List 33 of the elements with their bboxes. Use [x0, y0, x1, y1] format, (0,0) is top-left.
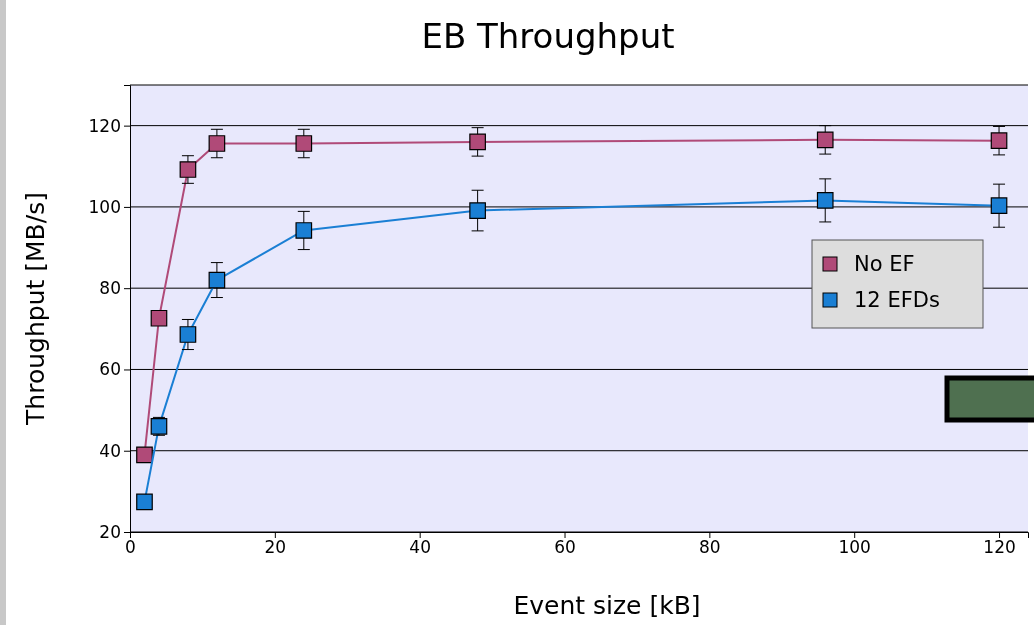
legend-label: 12 EFDs — [854, 288, 940, 312]
point — [136, 493, 153, 511]
point — [150, 309, 168, 327]
y-tick-label: 20 — [99, 521, 121, 542]
point — [295, 135, 313, 152]
y-tick-label: 80 — [99, 278, 121, 299]
point — [816, 131, 834, 149]
point — [136, 446, 153, 464]
point — [208, 271, 226, 289]
x-tick-label: 40 — [409, 537, 431, 558]
point — [990, 132, 1008, 150]
point — [990, 197, 1008, 215]
y-axis-title: Throughput [MB/s] — [21, 192, 50, 426]
x-tick-label: 80 — [699, 537, 721, 558]
point — [179, 161, 197, 178]
x-tick-label: 0 — [125, 537, 136, 558]
y-tick-label: 60 — [99, 359, 121, 380]
y-tick-label: 120 — [88, 115, 121, 136]
y-tick-label: 100 — [88, 196, 121, 217]
y-tick-label: 40 — [99, 440, 121, 461]
point — [179, 326, 197, 343]
x-tick-label: 120 — [983, 537, 1016, 558]
legend-label: No EF — [854, 252, 915, 276]
x-axis-title: Event size [kB] — [513, 591, 701, 620]
point — [816, 192, 834, 209]
point — [469, 133, 486, 151]
point — [208, 135, 226, 152]
x-tick-label: 60 — [554, 537, 576, 558]
x-tick-label: 20 — [264, 537, 287, 558]
point — [295, 222, 313, 239]
point — [469, 202, 486, 219]
x-tick-label: 100 — [838, 537, 871, 558]
chart-title: EB Throughput — [421, 16, 675, 56]
